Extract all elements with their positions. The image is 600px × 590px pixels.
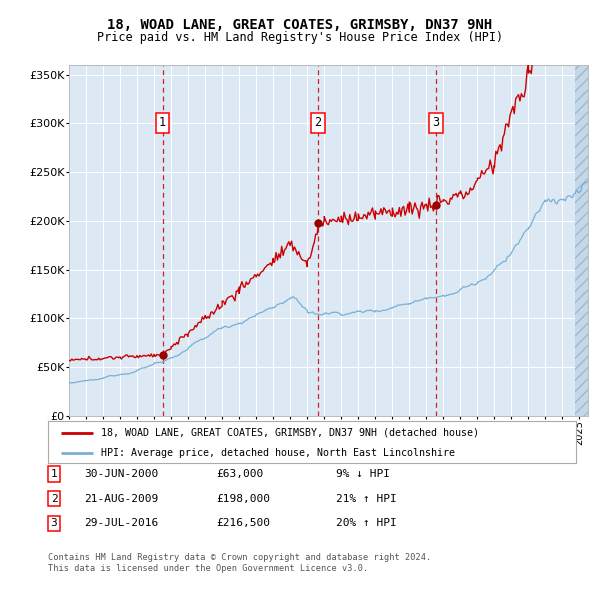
Bar <box>575 65 588 416</box>
Text: Price paid vs. HM Land Registry's House Price Index (HPI): Price paid vs. HM Land Registry's House … <box>97 31 503 44</box>
Text: £198,000: £198,000 <box>216 494 270 503</box>
Text: 29-JUL-2016: 29-JUL-2016 <box>84 519 158 528</box>
Text: 21% ↑ HPI: 21% ↑ HPI <box>336 494 397 503</box>
Text: 3: 3 <box>50 519 58 528</box>
Text: Contains HM Land Registry data © Crown copyright and database right 2024.: Contains HM Land Registry data © Crown c… <box>48 553 431 562</box>
Text: 1: 1 <box>50 469 58 478</box>
Text: 30-JUN-2000: 30-JUN-2000 <box>84 469 158 478</box>
Text: £63,000: £63,000 <box>216 469 263 478</box>
Text: 20% ↑ HPI: 20% ↑ HPI <box>336 519 397 528</box>
Text: 2: 2 <box>314 116 322 129</box>
Text: HPI: Average price, detached house, North East Lincolnshire: HPI: Average price, detached house, Nort… <box>101 448 455 457</box>
Text: 2: 2 <box>50 494 58 503</box>
Text: 3: 3 <box>433 116 440 129</box>
Text: 18, WOAD LANE, GREAT COATES, GRIMSBY, DN37 9NH (detached house): 18, WOAD LANE, GREAT COATES, GRIMSBY, DN… <box>101 428 479 438</box>
Text: 9% ↓ HPI: 9% ↓ HPI <box>336 469 390 478</box>
Text: 21-AUG-2009: 21-AUG-2009 <box>84 494 158 503</box>
Text: This data is licensed under the Open Government Licence v3.0.: This data is licensed under the Open Gov… <box>48 565 368 573</box>
Text: £216,500: £216,500 <box>216 519 270 528</box>
Text: 18, WOAD LANE, GREAT COATES, GRIMSBY, DN37 9NH: 18, WOAD LANE, GREAT COATES, GRIMSBY, DN… <box>107 18 493 32</box>
Text: 1: 1 <box>159 116 166 129</box>
